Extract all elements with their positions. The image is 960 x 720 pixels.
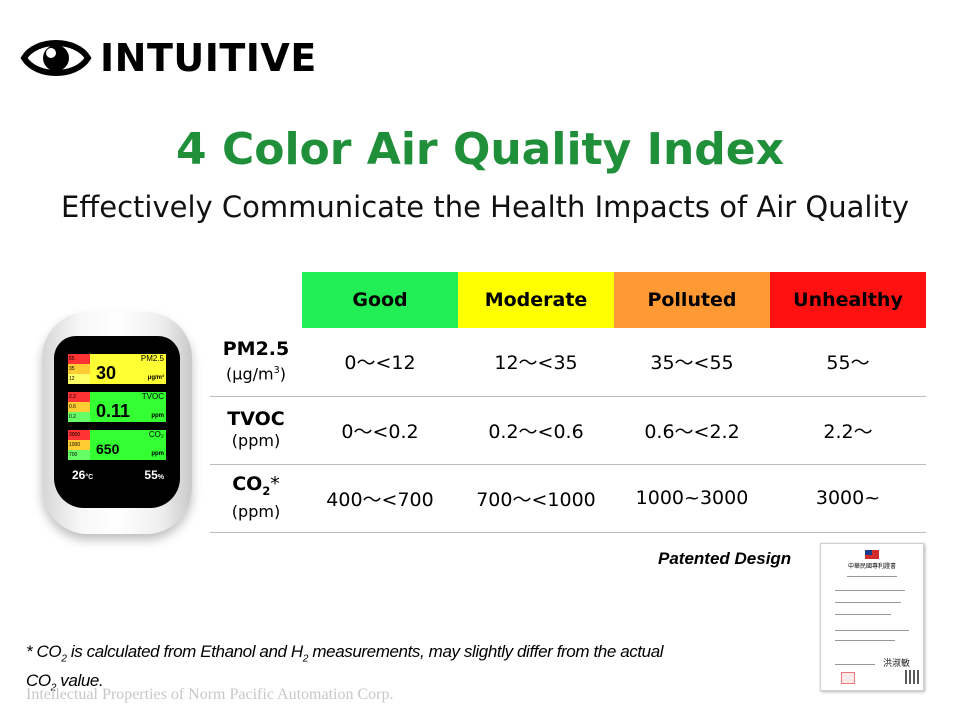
device-scale-label: 35 [68, 364, 90, 374]
certificate-signature: 洪淑敏 [883, 659, 911, 669]
device-scale-label: 0.2 [68, 412, 90, 422]
device-pm25-value: 30 [96, 363, 117, 383]
table-cell: 35～<55 [614, 328, 770, 397]
table-cell: 0～<0.2 [302, 396, 458, 465]
table-cell: 2.2～ [770, 396, 926, 465]
device-scale-label: 0.6 [68, 402, 90, 412]
page-title: 4 Color Air Quality Index [176, 124, 784, 175]
device-temperature: 26 [72, 468, 86, 482]
device-humidity: 55 [144, 468, 158, 482]
device-co2-unit: ppm [151, 451, 164, 457]
row-name: CO2* [232, 472, 280, 498]
stamp-icon [841, 672, 855, 684]
device-humidity-unit: % [157, 474, 164, 481]
table-row-tvoc: TVOC (ppm) 0～<0.2 0.2～<0.6 0.6～<2.2 2.2～ [210, 396, 926, 465]
air-quality-monitor-image: 55 35 12 PM2.5 30 μg/m³ 2.2 0.6 0.2 TVOC… [42, 312, 192, 534]
brand-name: INTUITIVE [100, 36, 317, 80]
page-subtitle: Effectively Communicate the Health Impac… [60, 190, 910, 224]
row-header-pm25: PM2.5 (µg/m3) [210, 328, 302, 397]
brand-logo: INTUITIVE [20, 30, 317, 86]
level-good: Good [302, 272, 458, 328]
device-tvoc-row: 2.2 0.6 0.2 TVOC 0.11 ppm [68, 392, 166, 422]
aqi-header-row: Good Moderate Polluted Unhealthy [210, 272, 926, 328]
footnote: * CO2 is calculated from Ethanol and H2 … [26, 642, 664, 694]
patented-design-label: Patented Design [658, 549, 792, 568]
device-tvoc-label: TVOC [141, 392, 164, 401]
row-name: TVOC [227, 408, 285, 430]
row-header-tvoc: TVOC (ppm) [210, 396, 302, 465]
patent-certificate-image: 中華民國專利證書 洪淑敏 [820, 543, 924, 691]
device-temperature-unit: °C [85, 474, 94, 481]
table-cell: 400～<700 [302, 464, 458, 533]
device-co2-value: 650 [96, 441, 120, 457]
row-unit: (µg/m3) [226, 364, 286, 384]
table-cell: 12～<35 [458, 328, 614, 397]
table-row-pm25: PM2.5 (µg/m3) 0～<12 12～<35 35～<55 55～ [210, 328, 926, 397]
device-pm25-row: 55 35 12 PM2.5 30 μg/m³ [68, 354, 166, 384]
level-moderate: Moderate [458, 272, 614, 328]
certificate-title: 中華民國專利證書 [847, 563, 896, 570]
table-cell: 0.2～<0.6 [458, 396, 614, 465]
row-unit: (ppm) [231, 431, 281, 450]
qr-code-icon [905, 670, 919, 684]
table-cell: 3000~ [770, 464, 926, 533]
aqi-table: Good Moderate Polluted Unhealthy PM2.5 (… [210, 272, 926, 533]
row-unit: (ppm) [231, 502, 281, 522]
table-cell: 0～<12 [302, 328, 458, 397]
eye-icon [20, 40, 92, 76]
table-cell: 1000~3000 [614, 464, 770, 533]
table-row-co2: CO2* (ppm) 400～<700 700～<1000 1000~3000 … [210, 464, 926, 533]
table-cell: 0.6～<2.2 [614, 396, 770, 465]
copyright-notice: Intellectual Properties of Norm Pacific … [26, 686, 394, 703]
table-cell: 700～<1000 [458, 464, 614, 533]
device-scale-label: 3000 [68, 430, 90, 440]
device-tvoc-value: 0.11 [96, 401, 131, 421]
level-unhealthy: Unhealthy [770, 272, 926, 328]
device-scale-label: 700 [68, 450, 90, 460]
device-pm25-label: PM2.5 [140, 354, 164, 363]
flag-icon [865, 550, 879, 559]
device-co2-row: 3000 1000 700 CO₂ 650 ppm [68, 430, 166, 460]
device-pm25-unit: μg/m³ [147, 375, 164, 381]
device-scale-label: 55 [68, 354, 90, 364]
device-co2-label: CO₂ [148, 430, 164, 439]
level-polluted: Polluted [614, 272, 770, 328]
device-scale-label: 2.2 [68, 392, 90, 402]
row-header-co2: CO2* (ppm) [210, 464, 302, 533]
device-tvoc-unit: ppm [151, 413, 164, 419]
device-scale-label: 1000 [68, 440, 90, 450]
aqi-header-empty [210, 272, 302, 328]
device-display: 55 35 12 PM2.5 30 μg/m³ 2.2 0.6 0.2 TVOC… [68, 354, 166, 482]
row-name: PM2.5 [222, 338, 290, 361]
device-scale-label: 12 [68, 374, 90, 384]
table-cell: 55～ [770, 328, 926, 397]
